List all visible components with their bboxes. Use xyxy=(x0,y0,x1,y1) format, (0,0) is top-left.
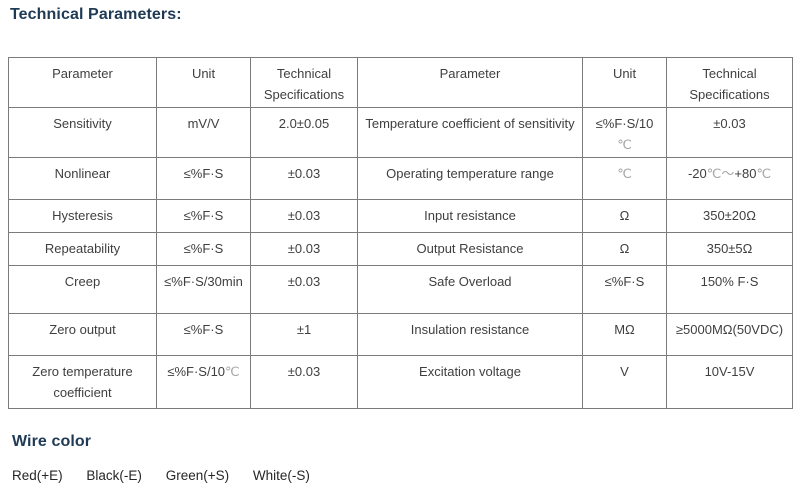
table-cell: Sensitivity xyxy=(8,107,157,158)
table-cell: ≤%F·S xyxy=(582,265,667,314)
table-cell: Safe Overload xyxy=(357,265,583,314)
table-cell: mV/V xyxy=(156,107,251,158)
table-cell: Operating temperature range xyxy=(357,157,583,200)
table-cell: V xyxy=(582,355,667,409)
table-cell: Insulation resistance xyxy=(357,313,583,356)
technical-parameters-table: Parameter Unit Technical Specifications … xyxy=(8,57,793,409)
wire-item-red: Red(+E) xyxy=(12,468,63,483)
table-cell: ≤%F·S xyxy=(156,313,251,356)
table-header-row: Parameter Unit Technical Specifications … xyxy=(8,57,793,108)
table-row-creep: Creep ≤%F·S/30min ±0.03 Safe Overload ≤%… xyxy=(8,265,793,314)
table-cell: ±0.03 xyxy=(250,157,358,200)
table-row-zero-temperature-coefficient: Zero temperature coefficient ≤%F·S/10℃ ±… xyxy=(8,355,793,409)
table-row-nonlinear: Nonlinear ≤%F·S ±0.03 Operating temperat… xyxy=(8,157,793,200)
table-cell: 150% F·S xyxy=(666,265,793,314)
header-cell-parameter-left: Parameter xyxy=(8,57,157,108)
table-cell: Temperature coefficient of sensitivity xyxy=(357,107,583,158)
table-cell: ±0.03 xyxy=(666,107,793,158)
wire-item-black: Black(-E) xyxy=(86,468,142,483)
table-cell: Ω xyxy=(582,232,667,266)
header-cell-unit-right: Unit xyxy=(582,57,667,108)
table-row-sensitivity: Sensitivity mV/V 2.0±0.05 Temperature co… xyxy=(8,107,793,158)
table-cell: MΩ xyxy=(582,313,667,356)
table-cell: ±0.03 xyxy=(250,232,358,266)
wire-item-white: White(-S) xyxy=(252,468,310,483)
table-cell: ±0.03 xyxy=(250,265,358,314)
table-cell: ≤%F·S/30min xyxy=(156,265,251,314)
table-cell: ±0.03 xyxy=(250,355,358,409)
table-cell: 350±20Ω xyxy=(666,199,793,233)
table-cell: 2.0±0.05 xyxy=(250,107,358,158)
table-row-zero-output: Zero output ≤%F·S ±1 Insulation resistan… xyxy=(8,313,793,356)
table-cell: ≤%F·S xyxy=(156,232,251,266)
table-cell: -20℃～+80℃ xyxy=(666,157,793,200)
table-cell: Ω xyxy=(582,199,667,233)
table-cell: Repeatability xyxy=(8,232,157,266)
table-cell: 10V-15V xyxy=(666,355,793,409)
wire-item-green: Green(+S) xyxy=(165,468,230,483)
table-cell: 350±5Ω xyxy=(666,232,793,266)
table-cell: ≥5000MΩ(50VDC) xyxy=(666,313,793,356)
table-cell: Zero output xyxy=(8,313,157,356)
wire-color-heading: Wire color xyxy=(12,433,92,450)
table-row-hysteresis: Hysteresis ≤%F·S ±0.03 Input resistance … xyxy=(8,199,793,233)
table-cell: Output Resistance xyxy=(357,232,583,266)
table-cell: Input resistance xyxy=(357,199,583,233)
table-cell: Zero temperature coefficient xyxy=(8,355,157,409)
table-cell: ≤%F·S xyxy=(156,157,251,200)
header-cell-specs-right: Technical Specifications xyxy=(666,57,793,108)
table-cell: ≤%F·S/10℃ xyxy=(156,355,251,409)
table-cell: ±0.03 xyxy=(250,199,358,233)
table-cell: Nonlinear xyxy=(8,157,157,200)
table-cell: Excitation voltage xyxy=(357,355,583,409)
table-cell: ≤%F·S/10℃ xyxy=(582,107,667,158)
table-cell: Creep xyxy=(8,265,157,314)
technical-parameters-heading: Technical Parameters: xyxy=(10,6,182,23)
header-cell-specs-left: Technical Specifications xyxy=(250,57,358,108)
table-cell: ℃ xyxy=(582,157,667,200)
wire-color-list: Red(+E) Black(-E) Green(+S) White(-S) xyxy=(12,468,330,483)
table-row-repeatability: Repeatability ≤%F·S ±0.03 Output Resista… xyxy=(8,232,793,266)
table-cell: Hysteresis xyxy=(8,199,157,233)
table-cell: ≤%F·S xyxy=(156,199,251,233)
header-cell-unit-left: Unit xyxy=(156,57,251,108)
header-cell-parameter-right: Parameter xyxy=(357,57,583,108)
table-cell: ±1 xyxy=(250,313,358,356)
